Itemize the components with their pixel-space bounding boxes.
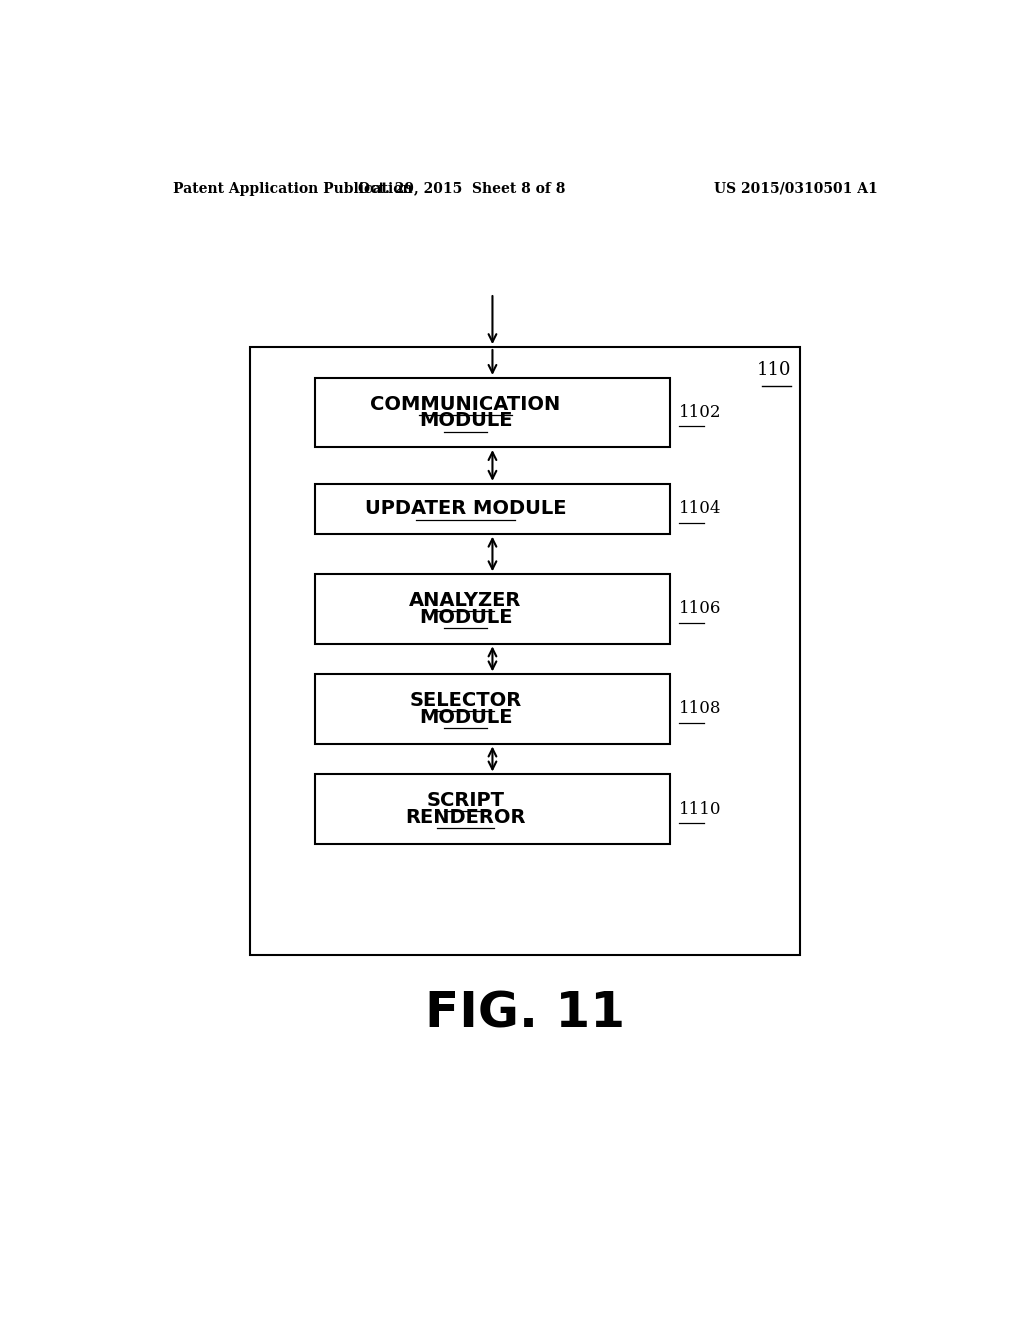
- Bar: [315, 378, 670, 447]
- Text: 110: 110: [757, 360, 792, 379]
- Text: SCRIPT: SCRIPT: [427, 791, 505, 810]
- Text: SELECTOR: SELECTOR: [410, 690, 521, 710]
- Text: Oct. 29, 2015  Sheet 8 of 8: Oct. 29, 2015 Sheet 8 of 8: [358, 182, 565, 195]
- Bar: [315, 574, 670, 644]
- Bar: [250, 347, 801, 956]
- Text: 1102: 1102: [679, 404, 721, 421]
- Text: UPDATER MODULE: UPDATER MODULE: [365, 499, 566, 519]
- Text: RENDEROR: RENDEROR: [406, 808, 525, 828]
- Text: 1104: 1104: [679, 500, 721, 517]
- Text: Patent Application Publication: Patent Application Publication: [173, 182, 413, 195]
- Text: 1106: 1106: [679, 601, 721, 618]
- Bar: [315, 483, 670, 533]
- Text: MODULE: MODULE: [419, 607, 512, 627]
- Text: ANALYZER: ANALYZER: [410, 591, 521, 610]
- Text: FIG. 11: FIG. 11: [425, 989, 625, 1038]
- Text: US 2015/0310501 A1: US 2015/0310501 A1: [714, 182, 878, 195]
- Text: MODULE: MODULE: [419, 412, 512, 430]
- Text: COMMUNICATION: COMMUNICATION: [371, 395, 560, 413]
- Text: MODULE: MODULE: [419, 708, 512, 727]
- Bar: [315, 775, 670, 843]
- Bar: [315, 675, 670, 743]
- Text: 1108: 1108: [679, 701, 721, 718]
- Text: 1110: 1110: [679, 800, 721, 817]
